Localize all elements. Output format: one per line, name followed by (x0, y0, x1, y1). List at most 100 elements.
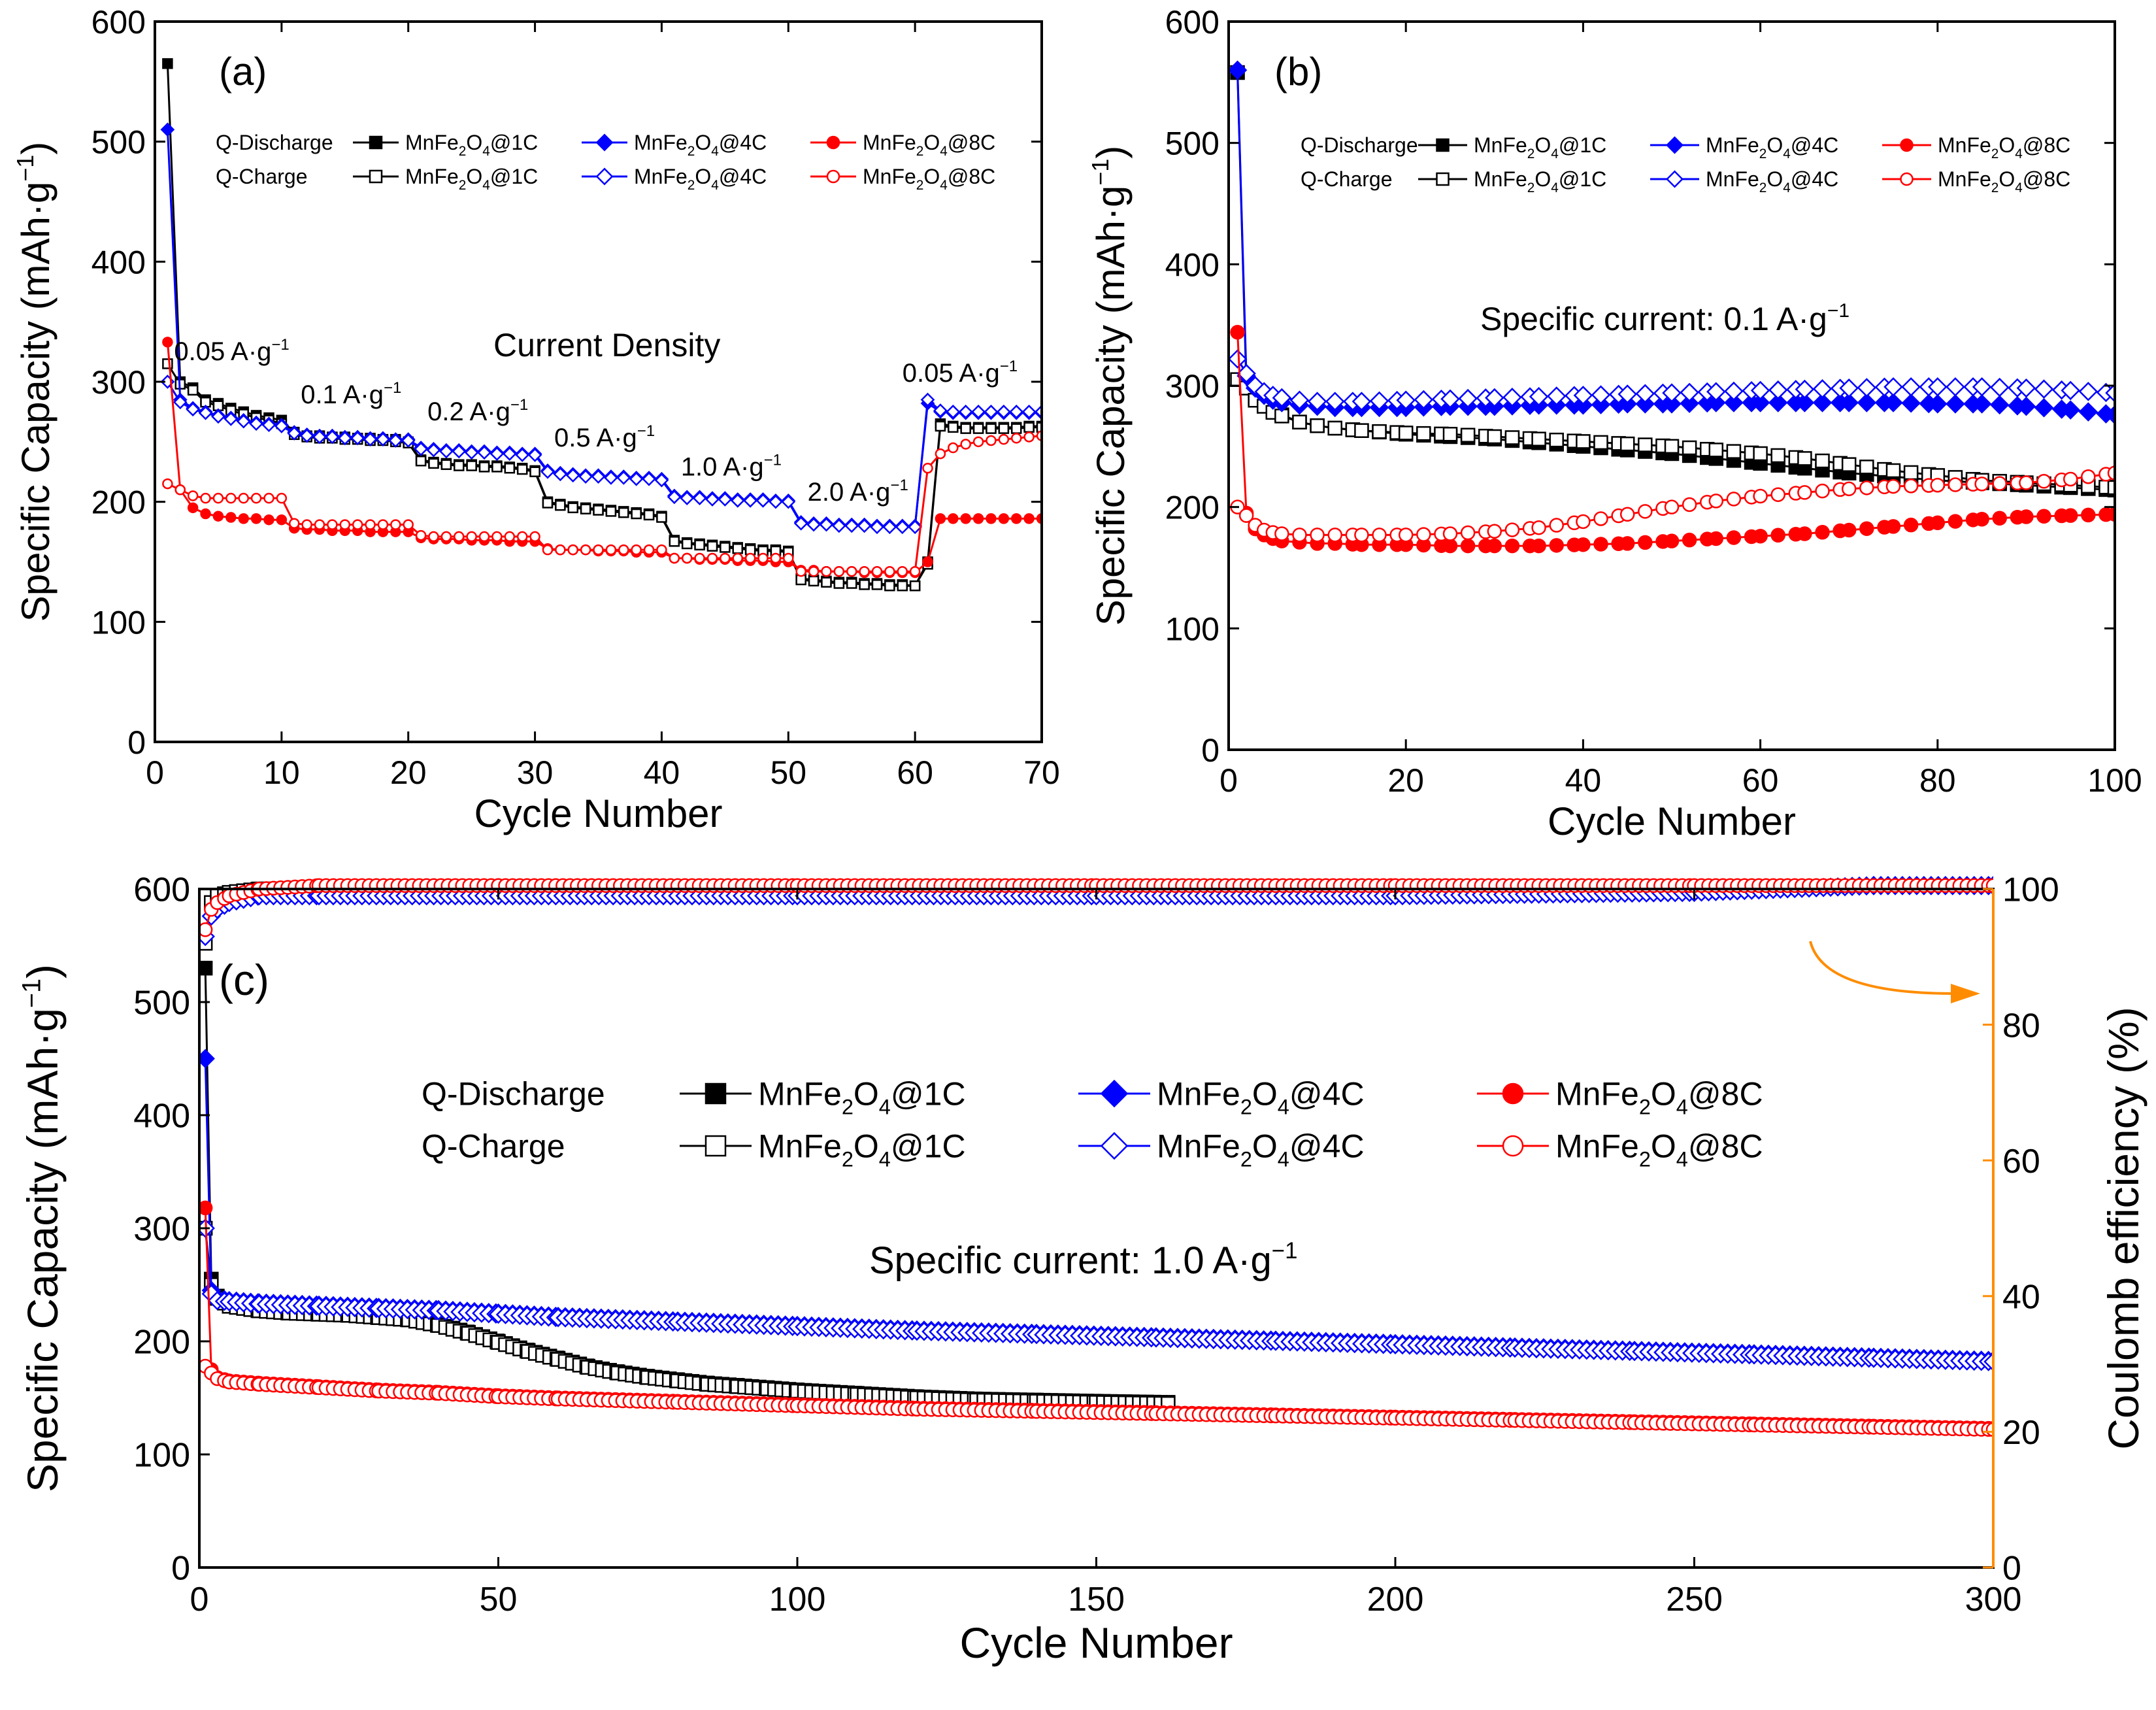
data-point (212, 511, 224, 522)
series-3 (1229, 349, 2115, 411)
data-point (1682, 440, 1697, 456)
data-point (656, 544, 667, 556)
series-2 (1229, 60, 2115, 425)
data-point (1229, 60, 1248, 80)
data-point (1593, 537, 1608, 552)
arrow-head (1951, 984, 1980, 1003)
legend-subscript: 2 (459, 178, 467, 193)
data-point (833, 578, 845, 589)
data-point (948, 513, 959, 524)
data-point (276, 492, 288, 504)
data-point (1797, 485, 1812, 500)
data-point (1797, 451, 1812, 466)
data-point (1928, 394, 1948, 414)
data-point (1549, 432, 1564, 448)
legend-subscript: 2 (1527, 146, 1535, 161)
data-point (720, 542, 731, 553)
data-point (1372, 528, 1387, 543)
data-point (1593, 435, 1608, 450)
legend-text-rate: @4C (1791, 133, 1838, 157)
data-point (1230, 325, 1245, 340)
legend-subscript: 4 (1551, 180, 1559, 195)
data-point (1310, 418, 1325, 433)
rate-label-sup: −1 (890, 477, 908, 494)
legend-row-label: Q-Discharge (422, 1076, 605, 1113)
data-point (1930, 477, 1946, 493)
data-point (1635, 394, 1655, 414)
rate-label: 0.5 A·g−1 (554, 422, 655, 452)
y-tick-label: 500 (133, 984, 190, 1022)
legend-entry: MnFe2O4@4C (582, 131, 767, 159)
data-point (198, 405, 213, 420)
data-point (1815, 483, 1830, 499)
data-point (1531, 520, 1546, 535)
data-point (1664, 533, 1680, 548)
data-point (1946, 377, 1965, 397)
data-point (249, 416, 263, 431)
data-point (1768, 380, 1788, 400)
data-point (325, 429, 340, 444)
data-point (567, 502, 578, 514)
data-point (1504, 538, 1520, 554)
data-point (681, 538, 693, 550)
x-tick-label: 60 (897, 754, 933, 791)
rate-label-sup: −1 (637, 422, 655, 440)
legend-subscript: 4 (2015, 180, 2023, 195)
data-point (1416, 527, 1431, 542)
legend-label: MnFe2O4@8C (1555, 1076, 1763, 1119)
data-point (1021, 405, 1037, 419)
data-point (1708, 494, 1724, 509)
legend-entry: MnFe2O4@1C (680, 1076, 966, 1119)
data-point (1546, 386, 1567, 406)
data-point (415, 529, 427, 541)
data-point (174, 484, 186, 495)
data-point (1680, 394, 1699, 413)
data-point (631, 508, 642, 520)
data-point (1859, 460, 1874, 475)
data-point (160, 122, 175, 137)
data-point (1460, 525, 1476, 541)
series-5 (1230, 465, 2115, 543)
data-point (553, 467, 568, 482)
data-point (2078, 382, 2098, 401)
legend-text-rate: @1C (490, 165, 538, 188)
data-point (1576, 537, 1591, 552)
data-point (935, 448, 946, 460)
data-point (162, 358, 173, 369)
data-point (769, 494, 783, 509)
legend-entry: MnFe2O4@8C (1477, 1076, 1763, 1119)
legend-text-rate: @8C (948, 165, 995, 188)
legend-text-rate: @4C (1289, 1076, 1365, 1113)
data-point (1770, 528, 1785, 543)
data-point (882, 520, 897, 535)
data-point (819, 517, 834, 532)
legend-marker (1502, 1135, 1524, 1157)
legend-text-o: O (1766, 167, 1783, 191)
data-point (808, 575, 820, 587)
legend-text-o: O (923, 131, 940, 154)
data-point (225, 512, 237, 523)
y-tick-label: 200 (91, 484, 146, 521)
data-point (960, 423, 971, 434)
data-point (591, 469, 606, 484)
data-point (1638, 437, 1653, 452)
data-point (884, 565, 895, 577)
data-point (337, 431, 352, 446)
data-point (1708, 531, 1724, 546)
data-point (491, 461, 503, 473)
legend-text-mnfe: MnFe (405, 165, 459, 188)
series-5 (199, 1358, 1993, 1437)
data-point (452, 444, 467, 459)
data-point (299, 428, 314, 443)
data-point (1972, 377, 1992, 397)
data-point (516, 463, 528, 475)
data-point (464, 445, 479, 460)
data-point (857, 518, 872, 533)
data-point (1750, 380, 1770, 401)
data-point (542, 497, 554, 509)
y-tick-label: 0 (1201, 732, 1219, 769)
data-point (504, 531, 516, 543)
data-point (428, 458, 439, 469)
data-point (540, 464, 555, 479)
